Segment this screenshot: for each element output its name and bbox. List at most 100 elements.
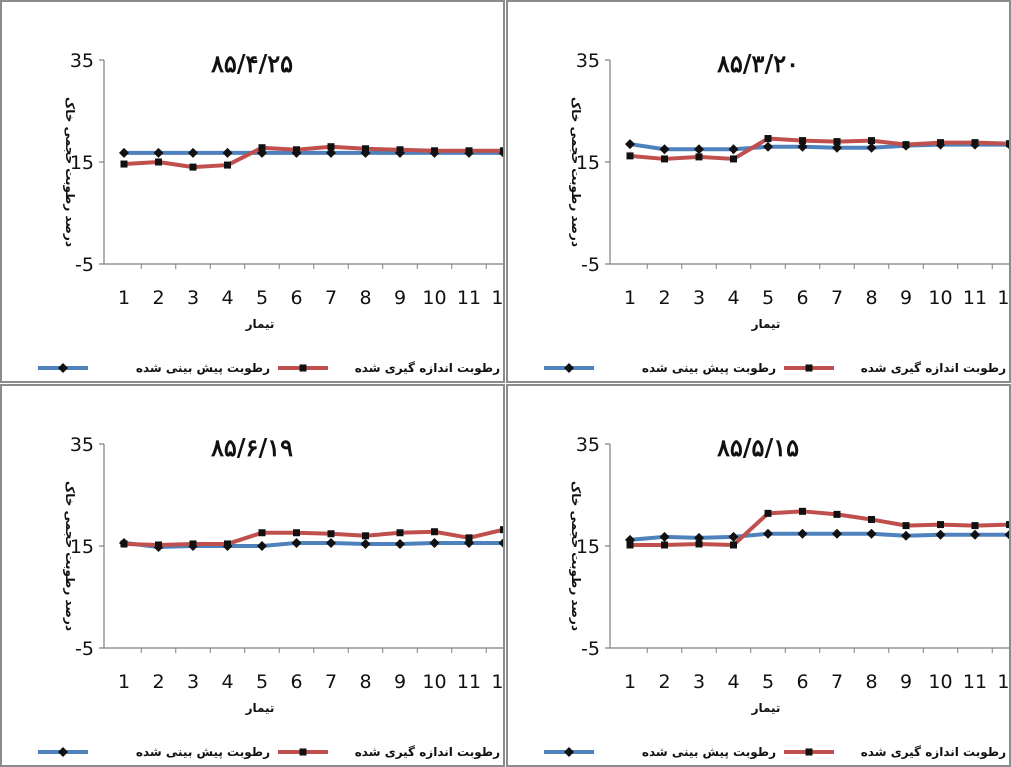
y-tick-label: 35: [576, 50, 600, 72]
predicted-point: [188, 147, 198, 158]
predicted-point: [901, 530, 911, 541]
legend-predicted-marker: [564, 747, 574, 757]
chart-panel-85-3-20: ۸۵/۳/۲۰ درصد رطوبت حجمی خاک 35 15 -5 1 2 3 4 5 6 7 8…: [506, 0, 1011, 383]
x-tick-label: 9: [900, 287, 912, 309]
x-tick-label: 2: [152, 287, 164, 309]
chart-title: ۸۵/۶/۱۹: [210, 433, 293, 462]
x-tick-label: 3: [187, 671, 199, 693]
measured-point: [764, 135, 772, 143]
measured-series-line: [630, 509, 1009, 547]
x-tick-label: 10: [928, 671, 952, 693]
measured-point: [327, 530, 335, 538]
legend-predicted-marker: [58, 363, 68, 373]
chart-svg: ۸۵/۵/۱۵ درصد رطوبت حجمی خاک 35 15 -5 1 2 3 4 5 6 7 8…: [544, 433, 1011, 760]
chart-title: ۸۵/۳/۲۰: [716, 49, 799, 78]
legend-measured-label: رطوبت اندازه گیری شده: [355, 745, 500, 760]
x-tick-label: 9: [394, 287, 406, 309]
measured-point: [189, 540, 197, 548]
measured-point: [626, 152, 634, 160]
measured-point: [258, 529, 266, 537]
x-tick-label: 5: [256, 671, 268, 693]
x-tick-label: 7: [831, 671, 843, 693]
measured-point: [431, 528, 438, 536]
measured-point: [868, 137, 875, 145]
measured-point: [155, 158, 162, 166]
x-tick-label: 6: [290, 287, 302, 309]
x-tick-label: 7: [831, 287, 843, 309]
measured-point: [626, 541, 634, 549]
x-tick-label: 6: [796, 287, 808, 309]
y-tick-label: -5: [581, 638, 600, 660]
predicted-point: [797, 528, 808, 539]
x-tick-label: 8: [359, 671, 371, 693]
predicted-point: [797, 141, 808, 152]
x-tick-label: 3: [693, 287, 705, 309]
predicted-point: [935, 529, 946, 540]
x-tick-label: 1: [118, 287, 130, 309]
predicted-point: [970, 529, 980, 540]
chart-panel-85-4-25: ۸۵/۴/۲۵ درصد رطوبت حجمی خاک 35 15 -5 1 2 3 4 5 6 7 8…: [0, 0, 505, 383]
chart-svg: ۸۵/۶/۱۹ درصد رطوبت حجمی خاک 35 15 -5 1 2 3 4 5 6 7 8…: [38, 433, 505, 760]
measured-point: [661, 541, 668, 549]
y-tick-label: 35: [576, 434, 600, 456]
predicted-point: [119, 147, 129, 158]
x-tick-label: 9: [900, 671, 912, 693]
predicted-point: [360, 538, 371, 549]
x-tick-label: 12: [491, 287, 505, 309]
measured-series-line: [629, 136, 1009, 161]
predicted-point: [222, 147, 233, 158]
legend-measured-marker: [299, 364, 307, 372]
measured-point: [362, 532, 369, 540]
measured-point: [902, 522, 910, 530]
measured-series-line: [123, 144, 503, 170]
measured-point: [500, 526, 503, 534]
x-tick-label: 12: [491, 671, 505, 693]
predicted-point: [429, 537, 440, 548]
y-tick-label: -5: [581, 254, 600, 276]
measured-point: [937, 521, 944, 529]
predicted-point: [498, 538, 503, 548]
measured-point: [431, 147, 438, 155]
x-tick-label: 2: [658, 671, 670, 693]
legend-measured-marker: [299, 748, 307, 756]
predicted-point: [326, 537, 336, 548]
x-tick-label: 10: [422, 671, 446, 693]
x-tick-label: 12: [997, 287, 1011, 309]
chart-title: ۸۵/۵/۱۵: [716, 433, 799, 462]
predicted-point: [153, 147, 164, 158]
x-axis-label: تیمار: [245, 317, 275, 331]
chart-svg: ۸۵/۳/۲۰ درصد رطوبت حجمی خاک 35 15 -5 1 2 3 4 5 6 7 8…: [544, 49, 1011, 376]
x-tick-label: 8: [865, 671, 877, 693]
x-tick-label: 8: [865, 287, 877, 309]
x-tick-label: 12: [997, 671, 1011, 693]
predicted-point: [326, 147, 336, 158]
x-tick-label: 4: [221, 287, 233, 309]
predicted-point: [291, 537, 302, 548]
measured-point: [868, 515, 875, 523]
measured-point: [971, 139, 979, 147]
measured-point: [155, 541, 162, 549]
legend-measured-label: رطوبت اندازه گیری شده: [355, 361, 500, 376]
legend-predicted-label: رطوبت پیش بینی شده: [642, 361, 776, 376]
predicted-point: [728, 144, 739, 155]
measured-point: [764, 509, 772, 517]
y-axis-label: درصد رطوبت حجمی خاک: [568, 97, 583, 247]
legend-measured-label: رطوبت اندازه گیری شده: [861, 361, 1006, 376]
legend-measured-label: رطوبت اندازه گیری شده: [861, 745, 1006, 760]
x-tick-label: 4: [727, 671, 739, 693]
measured-point: [1006, 521, 1009, 529]
predicted-point: [832, 142, 842, 153]
predicted-series-line: [123, 540, 503, 550]
y-axis-label: درصد رطوبت حجمی خاک: [568, 481, 583, 631]
x-tick-label: 6: [290, 671, 302, 693]
x-tick-label: 1: [624, 287, 636, 309]
legend-predicted-marker: [564, 363, 574, 373]
x-axis-label: تیمار: [245, 701, 275, 715]
x-tick-label: 5: [762, 287, 774, 309]
predicted-point: [625, 139, 635, 150]
legend-predicted-label: رطوبت پیش بینی شده: [642, 745, 776, 760]
y-tick-label: 35: [70, 50, 94, 72]
x-tick-label: 11: [963, 671, 987, 693]
x-tick-label: 6: [796, 671, 808, 693]
x-tick-label: 11: [457, 671, 481, 693]
